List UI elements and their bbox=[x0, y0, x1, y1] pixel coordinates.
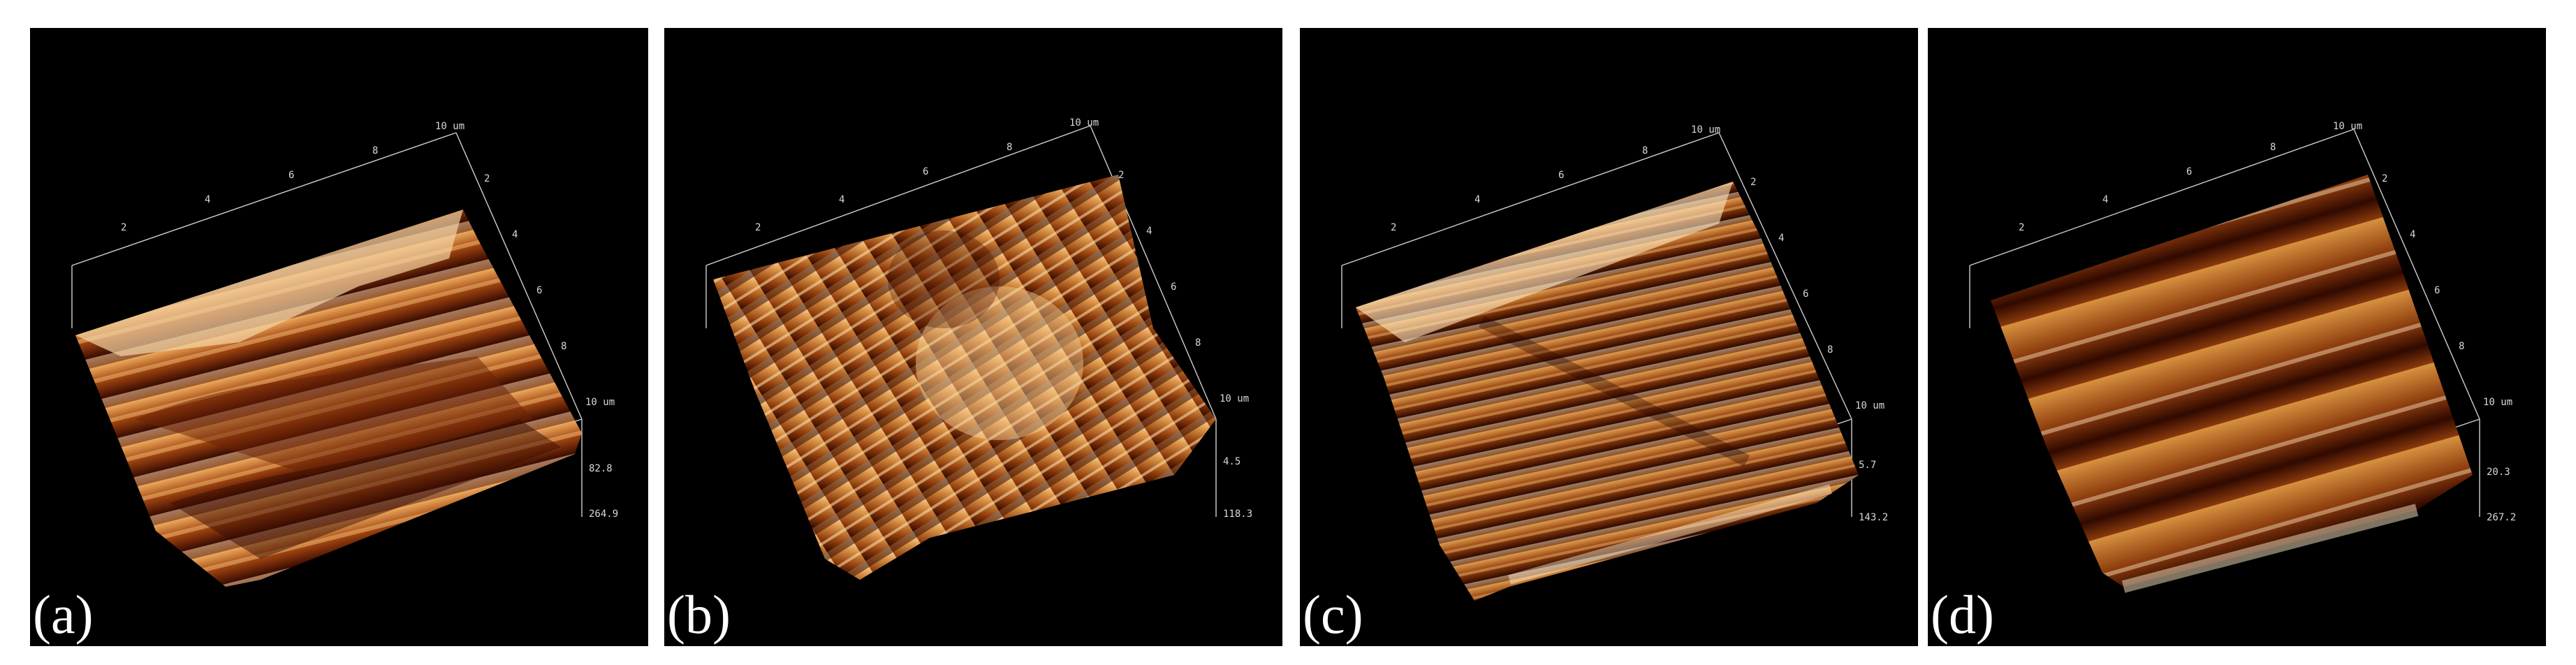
y-tick: 8 bbox=[1195, 337, 1201, 349]
z-tick: 5.7 bbox=[1859, 460, 1876, 471]
x-tick: 8 bbox=[1642, 145, 1648, 156]
y-tick: 10 um bbox=[1220, 393, 1249, 404]
x-tick: 6 bbox=[923, 166, 928, 177]
afm-panel-c: 2 4 6 8 10 um 2 4 6 8 10 um 5.7 143.2 (c… bbox=[1300, 28, 1918, 646]
afm-surface-b: 2 4 6 8 10 um 2 4 6 8 10 um 4.5 118.3 bbox=[705, 117, 1252, 580]
x-tick: 8 bbox=[2270, 142, 2276, 153]
afm-surface-c: 2 4 6 8 10 um 2 4 6 8 10 um 5.7 143.2 bbox=[1341, 124, 1888, 601]
x-tick: 10 um bbox=[435, 121, 464, 132]
z-tick: 118.3 bbox=[1223, 509, 1252, 520]
panel-label: (d) bbox=[1931, 584, 1994, 645]
x-tick: 2 bbox=[1391, 222, 1396, 233]
z-tick: 4.5 bbox=[1223, 456, 1241, 467]
panel-label: (a) bbox=[33, 584, 94, 645]
panel-label: (b) bbox=[667, 584, 731, 645]
x-tick: 6 bbox=[1558, 170, 1564, 181]
afm-surface-d: 2 4 6 8 10 um 2 4 6 8 10 um 20.3 267.2 bbox=[1969, 121, 2516, 593]
y-tick: 6 bbox=[2434, 285, 2440, 296]
x-tick: 4 bbox=[2102, 194, 2108, 205]
y-tick: 4 bbox=[1778, 233, 1784, 244]
y-tick: 10 um bbox=[1855, 400, 1885, 411]
z-tick: 264.9 bbox=[589, 509, 618, 520]
x-tick: 8 bbox=[372, 145, 378, 156]
y-tick: 10 um bbox=[2483, 397, 2512, 408]
z-tick: 20.3 bbox=[2487, 467, 2510, 478]
x-tick: 10 um bbox=[2333, 121, 2362, 132]
x-tick: 10 um bbox=[1069, 117, 1099, 129]
y-tick: 2 bbox=[1118, 170, 1124, 181]
y-tick: 6 bbox=[536, 285, 542, 296]
y-tick: 4 bbox=[2410, 229, 2415, 240]
x-tick: 8 bbox=[1007, 142, 1012, 153]
y-tick: 4 bbox=[1146, 226, 1152, 237]
x-tick: 4 bbox=[839, 194, 844, 205]
x-tick: 2 bbox=[121, 222, 126, 233]
y-tick: 2 bbox=[1750, 177, 1756, 188]
y-tick: 10 um bbox=[585, 397, 615, 408]
afm-panel-d: 2 4 6 8 10 um 2 4 6 8 10 um 20.3 267.2 (… bbox=[1928, 28, 2546, 646]
afm-panel-a: 2 4 6 8 10 um 2 4 6 8 10 um 82.8 264.9 (… bbox=[30, 28, 648, 646]
afm-panel-b: 2 4 6 8 10 um 2 4 6 8 10 um 4.5 118.3 (b… bbox=[664, 28, 1282, 646]
panel-label: (c) bbox=[1303, 584, 1363, 645]
afm-surface-a: 2 4 6 8 10 um 2 4 6 8 10 um 82.8 264.9 bbox=[71, 121, 618, 587]
x-tick: 6 bbox=[288, 170, 294, 181]
z-tick: 82.8 bbox=[589, 463, 613, 474]
x-tick: 6 bbox=[2186, 166, 2192, 177]
y-tick: 2 bbox=[2382, 173, 2387, 184]
x-tick: 2 bbox=[755, 222, 761, 233]
x-tick: 2 bbox=[2019, 222, 2024, 233]
y-tick: 8 bbox=[2459, 341, 2464, 352]
z-tick: 143.2 bbox=[1859, 512, 1888, 523]
y-tick: 8 bbox=[1827, 344, 1833, 356]
y-tick: 6 bbox=[1803, 288, 1808, 300]
z-tick: 267.2 bbox=[2487, 512, 2516, 523]
x-tick: 10 um bbox=[1691, 124, 1720, 136]
y-tick: 4 bbox=[512, 229, 518, 240]
y-tick: 6 bbox=[1171, 282, 1176, 293]
x-tick: 4 bbox=[1474, 194, 1480, 205]
y-tick: 2 bbox=[484, 173, 490, 184]
y-tick: 8 bbox=[561, 341, 566, 352]
x-tick: 4 bbox=[205, 194, 210, 205]
